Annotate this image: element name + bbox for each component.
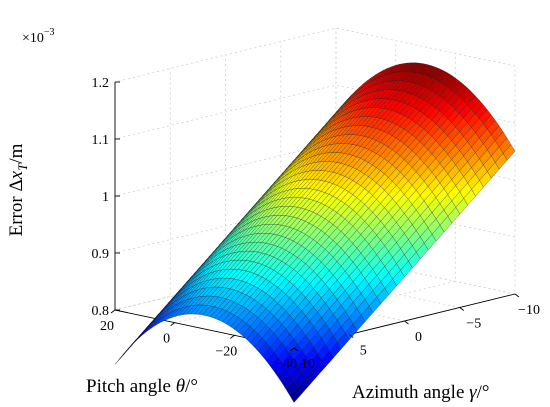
pitch-tick-mark	[170, 322, 175, 327]
z-gridline	[114, 198, 516, 254]
azimuth-tick-label: 0	[415, 330, 422, 345]
surface	[114, 62, 516, 403]
pitch-tick-mark	[230, 334, 235, 339]
azimuth-tick-mark	[514, 293, 520, 298]
z-tick-label: 0.9	[92, 247, 110, 262]
z-tick-label: 0.8	[92, 304, 110, 319]
azimuth-tick-mark	[348, 334, 354, 338]
z-axis-label: Error ΔxT/m	[6, 143, 30, 236]
azimuth-tick-label: 5	[360, 344, 367, 359]
pitch-tick-mark	[110, 309, 116, 314]
pitch-tick-label: 20	[100, 319, 114, 334]
pitch-tick-mark	[289, 347, 295, 352]
azimuth-tick-label: 10	[301, 357, 315, 372]
pitch-tick-label: −40	[275, 357, 297, 372]
pitch-tick-label: 0	[163, 332, 170, 347]
z-tick-label: 1.1	[92, 133, 110, 148]
azimuth-tick-label: −10	[518, 303, 540, 318]
azimuth-tick-label: −5	[466, 317, 481, 332]
azimuth-tick-mark	[459, 307, 465, 311]
z-tick-label: 1.2	[92, 76, 110, 91]
z-exponent-label: ×10−3	[22, 27, 55, 46]
azimuth-gridline	[280, 41, 460, 308]
y-axis-label: Azimuth angle γ/°	[352, 382, 490, 403]
z-tick-label: 1	[102, 190, 109, 205]
x-axis-label: Pitch angle θ/°	[86, 376, 198, 397]
tick-labels: 20 0 −20 −40 10 5 0 −5 −10 0.8 0.9 1 1.1 1.2	[92, 76, 540, 372]
azimuth-tick-mark	[293, 347, 299, 352]
z-gridline	[114, 27, 516, 83]
pitch-tick-label: −20	[215, 344, 237, 359]
azimuth-tick-mark	[404, 320, 409, 325]
surface-cell	[289, 386, 303, 403]
azimuth-gridline	[335, 28, 516, 295]
